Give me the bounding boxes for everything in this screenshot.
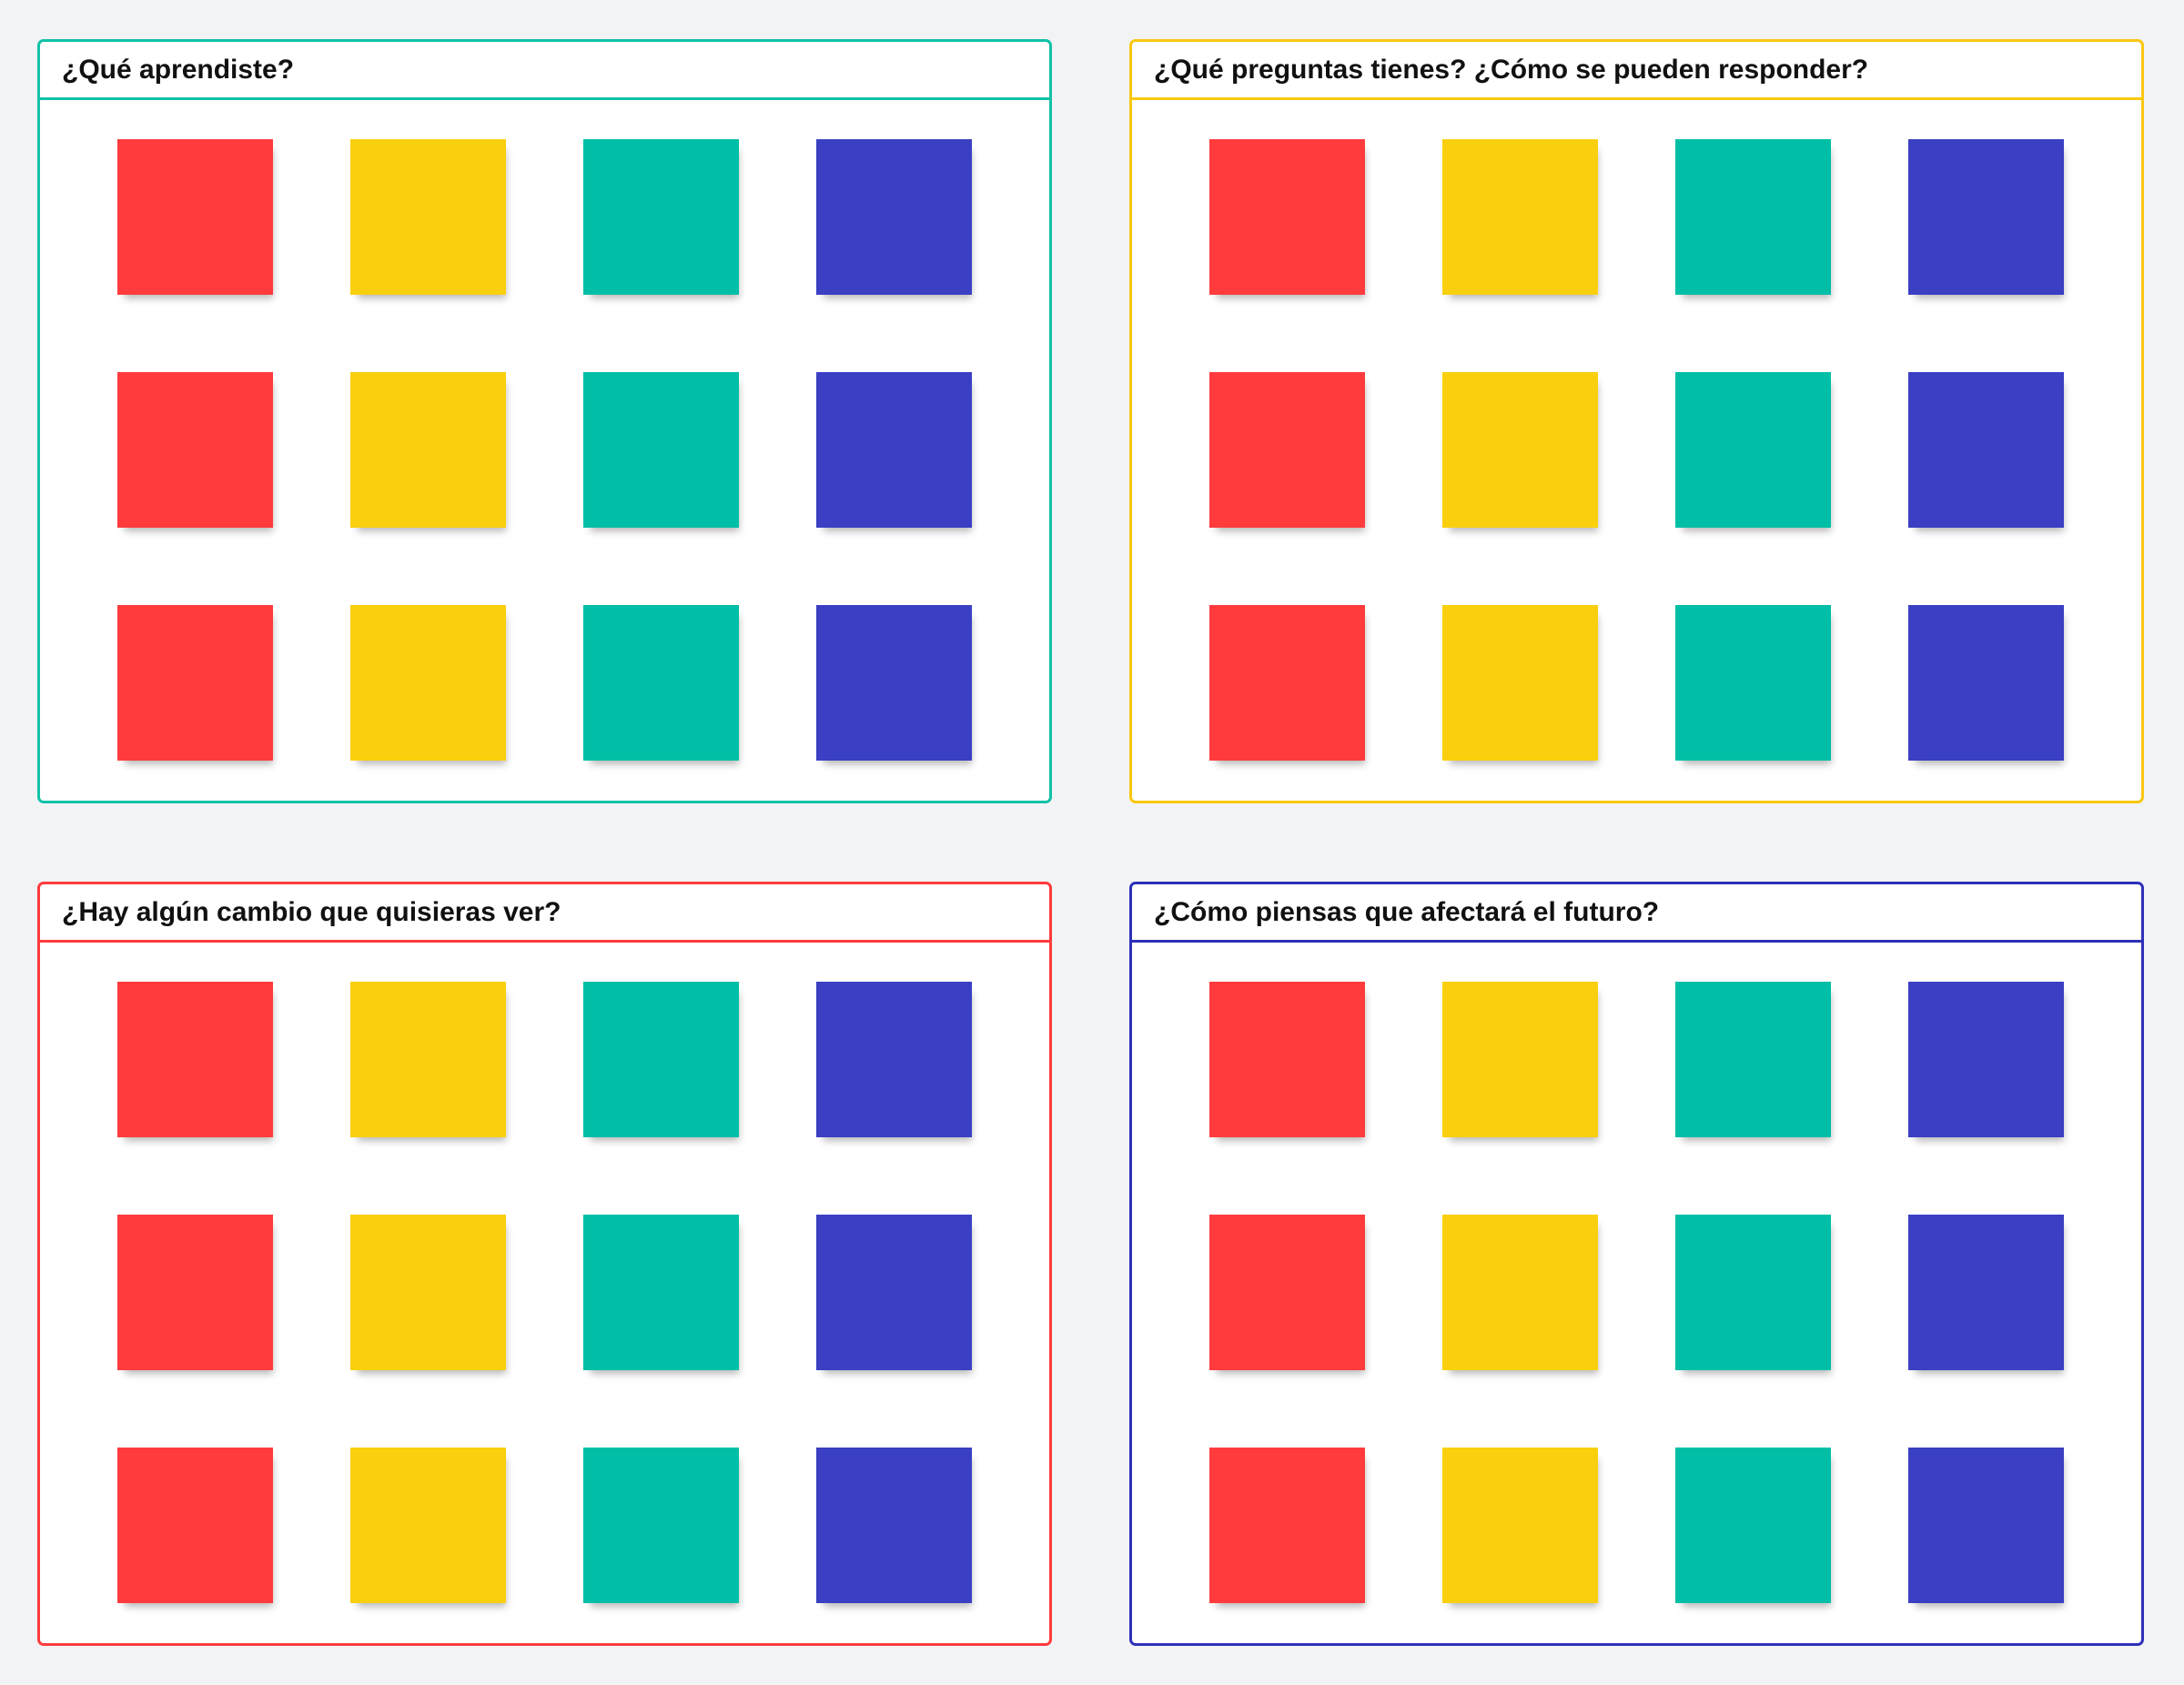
sticky-note-teal[interactable] bbox=[583, 982, 739, 1137]
sticky-note-red[interactable] bbox=[1209, 139, 1365, 295]
sticky-note-blue[interactable] bbox=[1908, 605, 2064, 761]
sticky-note-red[interactable] bbox=[117, 139, 273, 295]
frame-header: ¿Cómo piensas que afectará el futuro? bbox=[1132, 884, 2141, 943]
sticky-note-red[interactable] bbox=[1209, 1448, 1365, 1603]
sticky-note-yellow[interactable] bbox=[1442, 982, 1598, 1137]
sticky-note-yellow[interactable] bbox=[1442, 1448, 1598, 1603]
sticky-note-teal[interactable] bbox=[583, 1448, 739, 1603]
sticky-note-blue[interactable] bbox=[1908, 372, 2064, 528]
sticky-note-blue[interactable] bbox=[816, 372, 972, 528]
sticky-note-teal[interactable] bbox=[1675, 139, 1831, 295]
sticky-note-teal[interactable] bbox=[1675, 372, 1831, 528]
sticky-note-blue[interactable] bbox=[816, 605, 972, 761]
sticky-note-blue[interactable] bbox=[816, 1448, 972, 1603]
sticky-note-blue[interactable] bbox=[816, 1215, 972, 1370]
sticky-note-red[interactable] bbox=[117, 605, 273, 761]
sticky-note-blue[interactable] bbox=[1908, 1215, 2064, 1370]
frame-header: ¿Hay algún cambio que quisieras ver? bbox=[40, 884, 1049, 943]
frame-header: ¿Qué aprendiste? bbox=[40, 42, 1049, 100]
sticky-note-teal[interactable] bbox=[1675, 1215, 1831, 1370]
sticky-note-teal[interactable] bbox=[1675, 605, 1831, 761]
sticky-note-yellow[interactable] bbox=[350, 139, 506, 295]
sticky-note-red[interactable] bbox=[117, 1215, 273, 1370]
sticky-note-blue[interactable] bbox=[1908, 139, 2064, 295]
sticky-note-yellow[interactable] bbox=[350, 1448, 506, 1603]
sticky-note-yellow[interactable] bbox=[350, 982, 506, 1137]
sticky-note-blue[interactable] bbox=[1908, 982, 2064, 1137]
sticky-note-red[interactable] bbox=[1209, 372, 1365, 528]
sticky-note-red[interactable] bbox=[1209, 982, 1365, 1137]
sticky-note-red[interactable] bbox=[117, 1448, 273, 1603]
sticky-note-yellow[interactable] bbox=[1442, 605, 1598, 761]
sticky-note-yellow[interactable] bbox=[1442, 139, 1598, 295]
frame-title: ¿Qué aprendiste? bbox=[62, 54, 295, 85]
sticky-note-teal[interactable] bbox=[583, 1215, 739, 1370]
frame-title: ¿Cómo piensas que afectará el futuro? bbox=[1154, 896, 1660, 927]
frame-que-preguntas[interactable]: ¿Qué preguntas tienes? ¿Cómo se pueden r… bbox=[1129, 39, 2144, 803]
sticky-note-teal[interactable] bbox=[583, 372, 739, 528]
frame-title: ¿Qué preguntas tienes? ¿Cómo se pueden r… bbox=[1154, 54, 1869, 85]
sticky-note-red[interactable] bbox=[1209, 605, 1365, 761]
sticky-note-red[interactable] bbox=[117, 982, 273, 1137]
sticky-note-blue[interactable] bbox=[816, 982, 972, 1137]
frame-title: ¿Hay algún cambio que quisieras ver? bbox=[62, 896, 561, 927]
sticky-note-red[interactable] bbox=[117, 372, 273, 528]
frame-futuro[interactable]: ¿Cómo piensas que afectará el futuro? bbox=[1129, 882, 2144, 1646]
sticky-note-teal[interactable] bbox=[583, 139, 739, 295]
sticky-note-yellow[interactable] bbox=[1442, 372, 1598, 528]
sticky-note-blue[interactable] bbox=[816, 139, 972, 295]
sticky-note-teal[interactable] bbox=[1675, 982, 1831, 1137]
sticky-note-blue[interactable] bbox=[1908, 1448, 2064, 1603]
sticky-note-red[interactable] bbox=[1209, 1215, 1365, 1370]
sticky-note-teal[interactable] bbox=[1675, 1448, 1831, 1603]
frame-header: ¿Qué preguntas tienes? ¿Cómo se pueden r… bbox=[1132, 42, 2141, 100]
sticky-note-yellow[interactable] bbox=[350, 1215, 506, 1370]
sticky-note-yellow[interactable] bbox=[350, 605, 506, 761]
frame-que-aprendiste[interactable]: ¿Qué aprendiste? bbox=[37, 39, 1052, 803]
frame-cambio[interactable]: ¿Hay algún cambio que quisieras ver? bbox=[37, 882, 1052, 1646]
sticky-note-teal[interactable] bbox=[583, 605, 739, 761]
sticky-note-yellow[interactable] bbox=[1442, 1215, 1598, 1370]
sticky-note-yellow[interactable] bbox=[350, 372, 506, 528]
